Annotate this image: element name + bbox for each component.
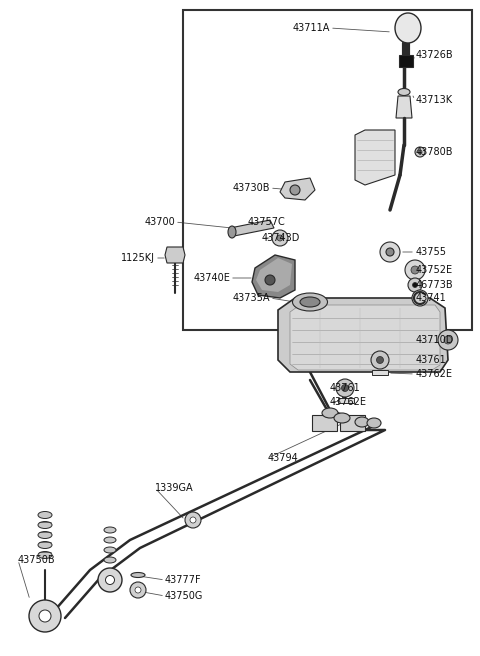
Circle shape [412,283,418,287]
Circle shape [290,185,300,195]
Polygon shape [290,305,440,370]
Text: 46773B: 46773B [416,280,454,290]
Ellipse shape [131,573,145,577]
Circle shape [277,235,283,241]
Text: 43700: 43700 [144,217,175,227]
Ellipse shape [38,512,52,518]
Circle shape [412,290,428,306]
Text: 43713K: 43713K [416,95,453,105]
Text: 43762E: 43762E [416,369,453,379]
Polygon shape [280,178,315,200]
Circle shape [376,356,384,363]
Ellipse shape [38,552,52,558]
Ellipse shape [399,97,409,103]
Text: 43750G: 43750G [165,591,204,601]
Ellipse shape [228,226,236,238]
Polygon shape [278,298,448,372]
Polygon shape [252,255,295,298]
Ellipse shape [38,541,52,548]
Ellipse shape [104,557,116,563]
Ellipse shape [300,297,320,307]
Text: 43741: 43741 [416,293,447,303]
Text: 43752E: 43752E [416,265,453,275]
Ellipse shape [38,522,52,529]
Circle shape [408,278,422,292]
Circle shape [39,610,51,622]
Text: 43743D: 43743D [262,233,300,243]
Text: 43750B: 43750B [18,555,56,565]
Ellipse shape [38,531,52,539]
Ellipse shape [104,547,116,553]
Ellipse shape [104,527,116,533]
Text: 43710D: 43710D [416,335,455,345]
Text: 43726B: 43726B [416,50,454,60]
Circle shape [135,587,141,593]
Circle shape [341,384,348,392]
Text: 43780B: 43780B [416,147,454,157]
Polygon shape [396,96,412,118]
Polygon shape [355,130,395,185]
Circle shape [130,582,146,598]
Bar [183,10,472,330]
Circle shape [336,379,354,397]
Ellipse shape [367,418,381,428]
Bar [399,55,413,67]
Text: 43757C: 43757C [248,217,286,227]
Circle shape [29,600,61,632]
Text: 43794: 43794 [268,453,299,463]
Circle shape [265,275,275,285]
Text: 43755: 43755 [416,247,447,257]
Text: 43740E: 43740E [193,273,230,283]
Ellipse shape [398,89,410,96]
Text: 43761: 43761 [330,383,361,393]
Bar [340,415,365,431]
Ellipse shape [355,417,369,427]
Text: 43777F: 43777F [165,575,202,585]
Circle shape [371,351,389,369]
Polygon shape [230,220,274,236]
Text: 43761: 43761 [416,355,447,365]
Text: 43711A: 43711A [293,23,330,33]
Bar [312,415,337,431]
Circle shape [438,330,458,350]
Bar [338,398,354,403]
Text: 1125KJ: 1125KJ [121,253,155,263]
Circle shape [418,150,422,154]
Circle shape [190,517,196,523]
Text: 1339GA: 1339GA [155,483,193,493]
Text: 43735A: 43735A [232,293,270,303]
Circle shape [106,575,115,584]
Circle shape [444,336,452,344]
Text: 43762E: 43762E [330,397,367,407]
Bar [372,370,388,375]
Ellipse shape [292,293,327,311]
Circle shape [411,266,419,274]
Text: 43730B: 43730B [232,183,270,193]
Circle shape [415,147,425,157]
Ellipse shape [395,13,421,43]
Circle shape [98,568,122,592]
Circle shape [386,248,394,256]
Circle shape [405,260,425,280]
Polygon shape [165,247,185,263]
Ellipse shape [334,413,350,423]
Polygon shape [256,258,292,292]
Circle shape [272,230,288,246]
Circle shape [185,512,201,528]
Ellipse shape [104,537,116,543]
Circle shape [380,242,400,262]
Ellipse shape [322,408,338,418]
